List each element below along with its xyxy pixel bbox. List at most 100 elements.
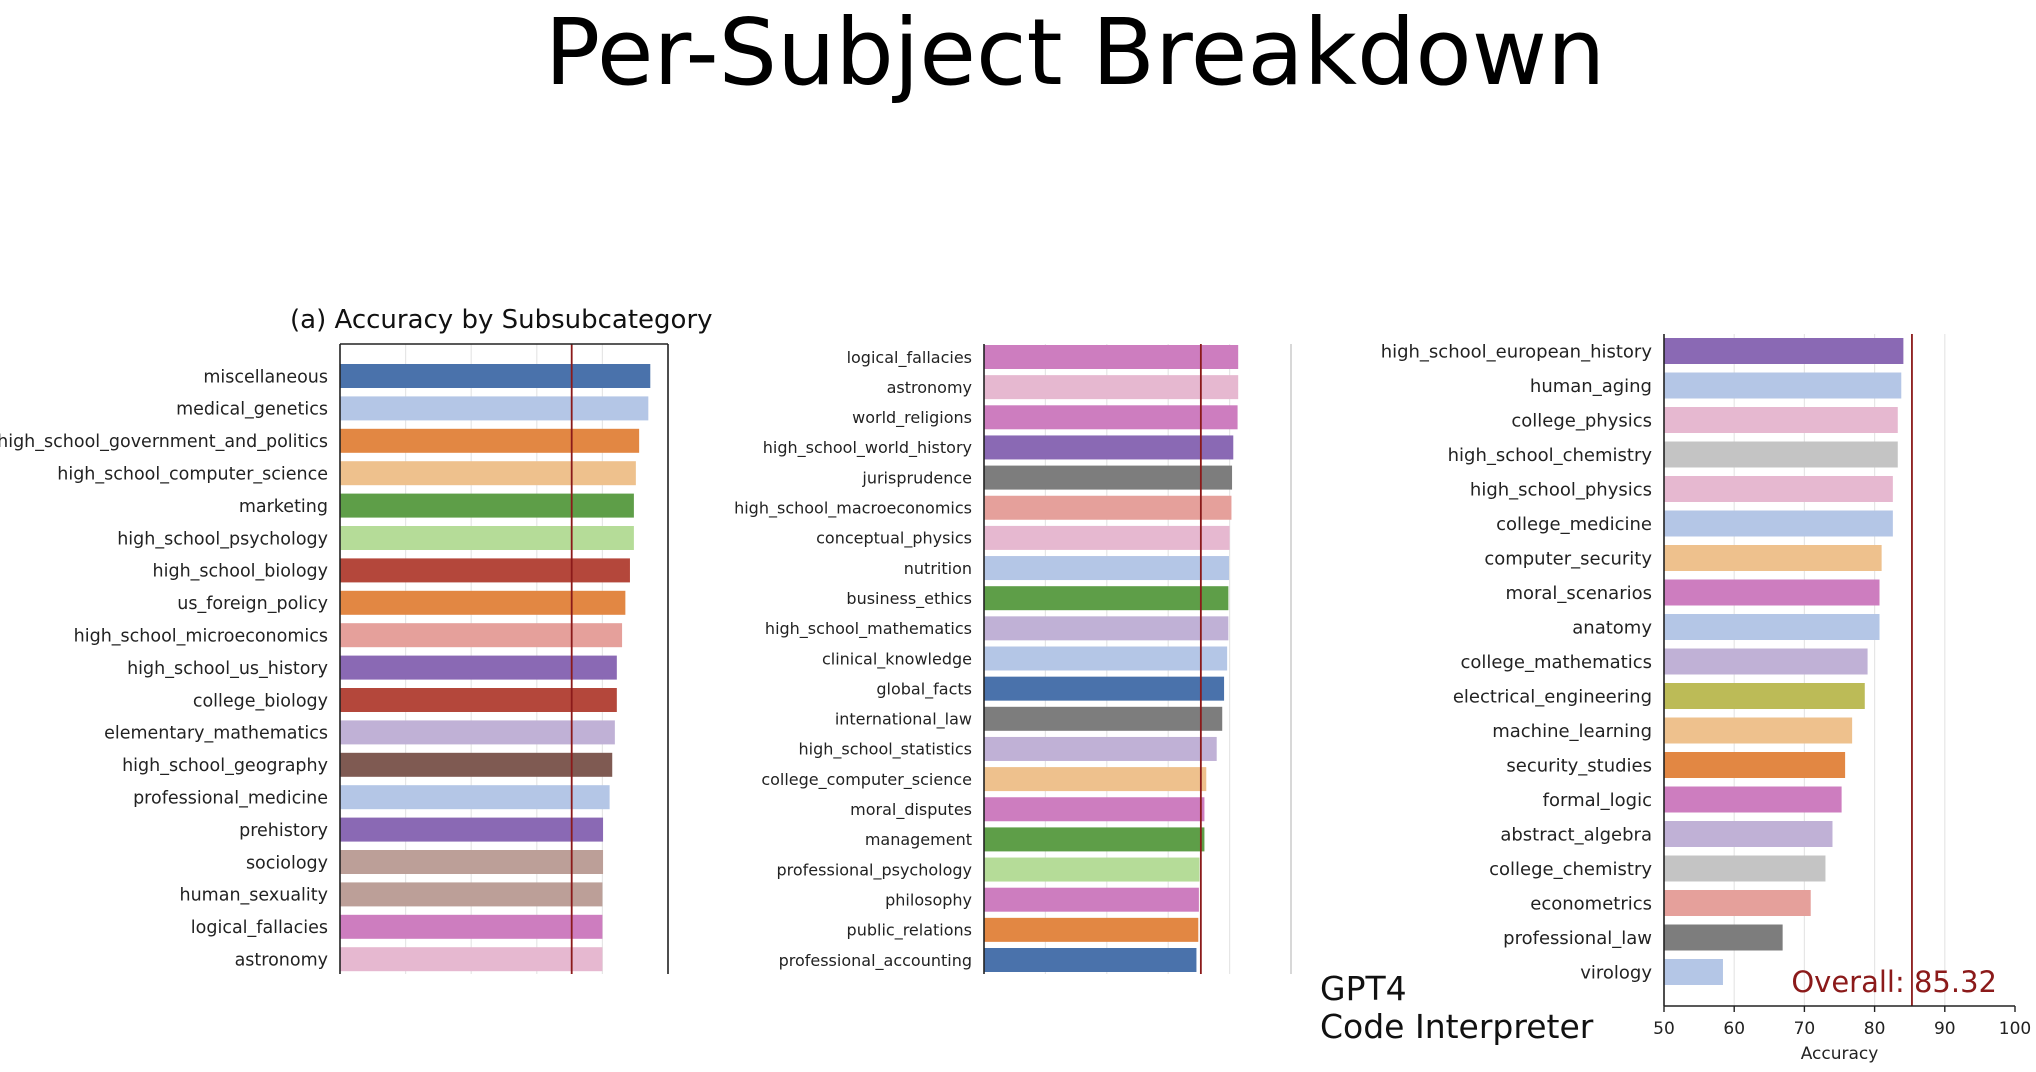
category-label: us_foreign_policy bbox=[177, 594, 328, 614]
category-label: public_relations bbox=[847, 921, 972, 941]
category-label: high_school_macroeconomics bbox=[734, 499, 972, 519]
x-tick-label: 90 bbox=[1934, 1019, 1956, 1039]
category-label: professional_law bbox=[1503, 928, 1652, 949]
category-label: high_school_psychology bbox=[117, 529, 328, 549]
category-label: human_aging bbox=[1530, 376, 1652, 397]
panel-a-title: (a) Accuracy by Subsubcategory bbox=[290, 305, 713, 335]
slide-title: Per-Subject Breakdown bbox=[544, 0, 1606, 106]
bar-logical_fallacies bbox=[340, 914, 603, 939]
bar-prehistory bbox=[340, 817, 604, 842]
bar-high_school_computer_science bbox=[340, 461, 636, 486]
bar-college_mathematics bbox=[1664, 648, 1868, 675]
x-tick-label: 50 bbox=[1653, 1019, 1675, 1039]
bar-abstract_algebra bbox=[1664, 821, 1833, 847]
bar-nutrition bbox=[984, 556, 1229, 581]
bar-high_school_microeconomics bbox=[340, 623, 623, 648]
bar-moral_scenarios bbox=[1664, 579, 1880, 606]
category-label: college_biology bbox=[193, 691, 328, 711]
bar-college_computer_science bbox=[984, 767, 1207, 792]
category-label: professional_psychology bbox=[777, 860, 973, 880]
category-label: econometrics bbox=[1530, 893, 1652, 914]
category-label: high_school_statistics bbox=[799, 740, 973, 760]
bar-high_school_macroeconomics bbox=[984, 495, 1232, 520]
bar-international_law bbox=[984, 706, 1223, 731]
category-label: high_school_physics bbox=[1470, 479, 1652, 500]
category-label: jurisprudence bbox=[861, 468, 972, 487]
bar-world_religions bbox=[984, 405, 1238, 430]
bar-econometrics bbox=[1664, 890, 1811, 916]
category-label: high_school_government_and_politics bbox=[0, 432, 328, 452]
category-label: logical_fallacies bbox=[191, 918, 328, 938]
bar-elementary_mathematics bbox=[340, 720, 615, 745]
bar-high_school_physics bbox=[1664, 476, 1893, 502]
bar-college_physics bbox=[1664, 407, 1898, 433]
x-axis-label: Accuracy bbox=[1801, 1044, 1879, 1064]
bar-anatomy bbox=[1664, 614, 1880, 640]
category-label: moral_disputes bbox=[850, 800, 972, 820]
category-label: marketing bbox=[239, 497, 328, 517]
bar-jurisprudence bbox=[984, 465, 1233, 490]
category-label: international_law bbox=[835, 710, 972, 730]
category-label: conceptual_physics bbox=[816, 529, 972, 549]
bar-professional_law bbox=[1664, 924, 1783, 951]
category-label: astronomy bbox=[887, 378, 972, 397]
category-label: professional_accounting bbox=[779, 951, 972, 971]
bar-marketing bbox=[340, 493, 634, 518]
model-label: GPT4 Code Interpreter bbox=[1320, 970, 1593, 1046]
category-label: computer_security bbox=[1484, 548, 1652, 569]
bar-us_foreign_policy bbox=[340, 590, 626, 615]
category-label: anatomy bbox=[1572, 617, 1652, 638]
bar-medical_genetics bbox=[340, 396, 649, 421]
category-label: college_chemistry bbox=[1489, 859, 1652, 880]
category-label: human_sexuality bbox=[180, 886, 329, 906]
bar-college_chemistry bbox=[1664, 855, 1826, 882]
bar-astronomy bbox=[340, 947, 603, 972]
model-label-line-2: Code Interpreter bbox=[1320, 1007, 1594, 1046]
x-tick-label: 70 bbox=[1794, 1019, 1816, 1039]
bar-public_relations bbox=[984, 917, 1199, 942]
category-label: college_computer_science bbox=[761, 770, 972, 790]
category-label: philosophy bbox=[885, 890, 972, 909]
category-label: professional_medicine bbox=[133, 789, 328, 809]
bar-professional_medicine bbox=[340, 785, 610, 810]
bar-high_school_psychology bbox=[340, 526, 634, 550]
category-label: high_school_geography bbox=[122, 756, 328, 776]
bar-high_school_geography bbox=[340, 752, 613, 777]
category-label: nutrition bbox=[904, 559, 972, 578]
bar-formal_logic bbox=[1664, 786, 1842, 813]
category-label: security_studies bbox=[1506, 755, 1652, 776]
category-label: high_school_us_history bbox=[127, 659, 328, 679]
category-label: clinical_knowledge bbox=[822, 649, 972, 669]
category-label: business_ethics bbox=[846, 589, 972, 609]
bar-human_aging bbox=[1664, 372, 1902, 399]
bar-high_school_biology bbox=[340, 558, 630, 583]
bar-computer_security bbox=[1664, 545, 1882, 571]
model-label-line-1: GPT4 bbox=[1320, 969, 1407, 1008]
category-label: prehistory bbox=[239, 821, 328, 841]
category-label: world_religions bbox=[852, 408, 972, 428]
bar-clinical_knowledge bbox=[984, 646, 1228, 671]
category-label: medical_genetics bbox=[176, 400, 328, 420]
bar-moral_disputes bbox=[984, 797, 1205, 822]
category-label: college_mathematics bbox=[1461, 652, 1653, 673]
bar-miscellaneous bbox=[340, 364, 651, 388]
category-label: elementary_mathematics bbox=[104, 724, 328, 744]
category-label: virology bbox=[1580, 962, 1652, 983]
x-tick-label: 80 bbox=[1864, 1019, 1886, 1039]
category-label: moral_scenarios bbox=[1505, 583, 1652, 604]
bar-management bbox=[984, 827, 1205, 852]
overall-annotation: Overall: 85.32 bbox=[1791, 965, 1997, 999]
category-label: high_school_chemistry bbox=[1448, 445, 1653, 466]
bar-high_school_statistics bbox=[984, 736, 1217, 761]
bar-business_ethics bbox=[984, 586, 1229, 611]
category-label: high_school_european_history bbox=[1381, 341, 1653, 362]
bar-college_biology bbox=[340, 688, 617, 712]
category-label: formal_logic bbox=[1543, 790, 1652, 811]
category-label: electrical_engineering bbox=[1453, 686, 1652, 707]
category-label: high_school_world_history bbox=[763, 438, 972, 458]
bar-astronomy bbox=[984, 375, 1239, 400]
bar-philosophy bbox=[984, 887, 1199, 912]
category-label: management bbox=[865, 830, 972, 849]
bar-logical_fallacies bbox=[984, 345, 1239, 369]
